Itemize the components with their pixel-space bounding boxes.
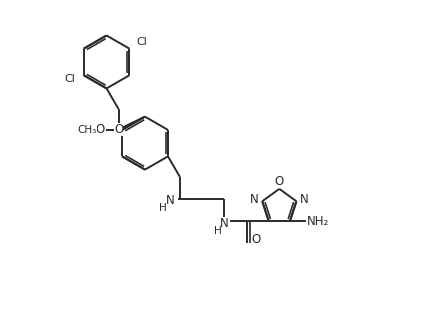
Text: H: H [159,203,167,213]
Text: O: O [251,233,260,246]
Text: N: N [219,216,228,230]
Text: N: N [166,194,175,207]
Text: NH₂: NH₂ [306,215,329,228]
Text: O: O [95,123,104,137]
Text: O: O [114,123,123,136]
Text: Cl: Cl [64,74,75,84]
Text: O: O [274,175,283,188]
Text: Cl: Cl [136,37,147,47]
Text: N: N [249,193,258,206]
Text: N: N [299,193,308,206]
Text: CH₃: CH₃ [77,125,96,135]
Text: H: H [213,226,221,236]
